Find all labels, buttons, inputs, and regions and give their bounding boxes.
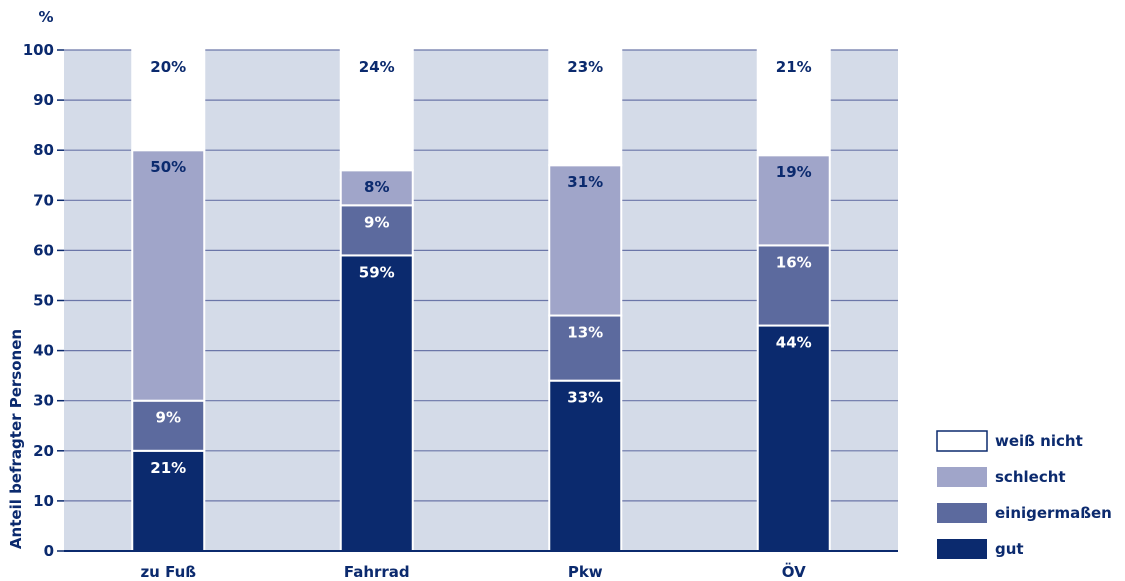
bar-segment: [548, 49, 623, 167]
bar-segment: [548, 314, 623, 382]
data-label: 31%: [567, 173, 603, 191]
bar-segment: [339, 204, 414, 257]
data-label: 9%: [156, 409, 181, 427]
data-label: 50%: [150, 158, 186, 176]
bar-segment: [548, 164, 623, 317]
bar-segment: [756, 49, 831, 157]
y-unit-label: %: [38, 8, 53, 26]
data-label: 59%: [359, 263, 395, 281]
bar-segment: [756, 324, 831, 552]
y-tick-label: 30: [33, 392, 54, 410]
legend-label: einigermaßen: [995, 504, 1112, 522]
y-tick-label: 20: [33, 442, 54, 460]
bar-segment: [131, 49, 206, 152]
data-label: 24%: [359, 58, 395, 76]
x-category-label: zu Fuß: [140, 563, 196, 581]
y-axis-title: Anteil befragter Personen: [7, 329, 25, 549]
bar-segment: [131, 149, 206, 402]
bar-segment: [131, 449, 206, 552]
y-tick-label: 90: [33, 91, 54, 109]
data-label: 8%: [364, 178, 389, 196]
bars: 21% 9% 50% 20% 59% 9% 8% 24% 33% 13% 31% 23% 44% 16% 1…: [131, 49, 831, 552]
data-label: 21%: [776, 58, 812, 76]
legend-swatch: [937, 467, 987, 487]
legend-swatch: [937, 539, 987, 559]
y-tick-label: 80: [33, 141, 54, 159]
legend-label: weiß nicht: [995, 432, 1083, 450]
data-label: 20%: [150, 58, 186, 76]
bar-segment: [548, 379, 623, 552]
legend: weiß nicht schlecht einigermaßen gut: [936, 430, 1112, 559]
y-tick-label: 60: [33, 241, 54, 259]
data-label: 19%: [776, 163, 812, 181]
y-tick-labels: 0 10 20 30 40 50 60 70 80 90 100: [23, 41, 54, 560]
y-tick-label: 0: [44, 542, 54, 560]
legend-label: schlecht: [995, 468, 1066, 486]
y-tick-label: 70: [33, 191, 54, 209]
data-label: 21%: [150, 459, 186, 477]
x-category-label: Pkw: [568, 563, 603, 581]
y-tick-label: 10: [33, 492, 54, 510]
data-label: 9%: [364, 213, 389, 231]
legend-label: gut: [995, 540, 1024, 558]
data-label: 13%: [567, 324, 603, 342]
y-tick-label: 50: [33, 292, 54, 310]
bar-segment: [131, 399, 206, 452]
x-category-labels: zu Fuß Fahrrad Pkw ÖV: [140, 562, 806, 581]
x-category-label: ÖV: [782, 562, 806, 581]
data-label: 16%: [776, 253, 812, 271]
x-category-label: Fahrrad: [344, 563, 410, 581]
bar-segment: [339, 49, 414, 172]
legend-swatch: [936, 430, 988, 452]
data-label: 44%: [776, 334, 812, 352]
bar-segment: [339, 254, 414, 552]
y-tick-label: 100: [23, 41, 54, 59]
bar-segment: [756, 244, 831, 327]
data-label: 33%: [567, 389, 603, 407]
data-label: 23%: [567, 58, 603, 76]
legend-swatch: [937, 503, 987, 523]
y-tick-label: 40: [33, 342, 54, 360]
